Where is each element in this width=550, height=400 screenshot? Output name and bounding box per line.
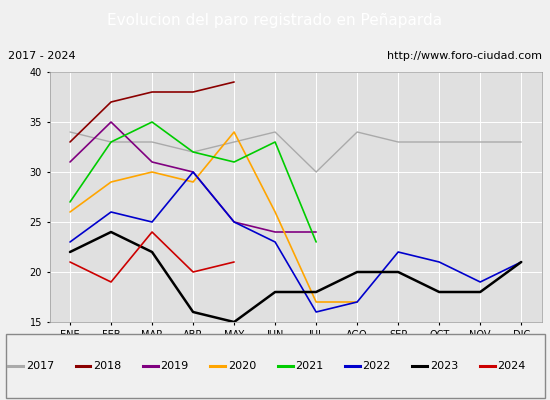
Text: 2024: 2024 <box>497 361 526 371</box>
Text: 2021: 2021 <box>295 361 323 371</box>
Text: 2020: 2020 <box>228 361 256 371</box>
Text: 2017 - 2024: 2017 - 2024 <box>8 51 76 61</box>
Text: 2018: 2018 <box>93 361 122 371</box>
Text: 2023: 2023 <box>430 361 458 371</box>
Text: 2022: 2022 <box>362 361 391 371</box>
Text: 2019: 2019 <box>161 361 189 371</box>
Text: 2017: 2017 <box>26 361 54 371</box>
Text: Evolucion del paro registrado en Peñaparda: Evolucion del paro registrado en Peñapar… <box>107 14 443 28</box>
Text: http://www.foro-ciudad.com: http://www.foro-ciudad.com <box>387 51 542 61</box>
